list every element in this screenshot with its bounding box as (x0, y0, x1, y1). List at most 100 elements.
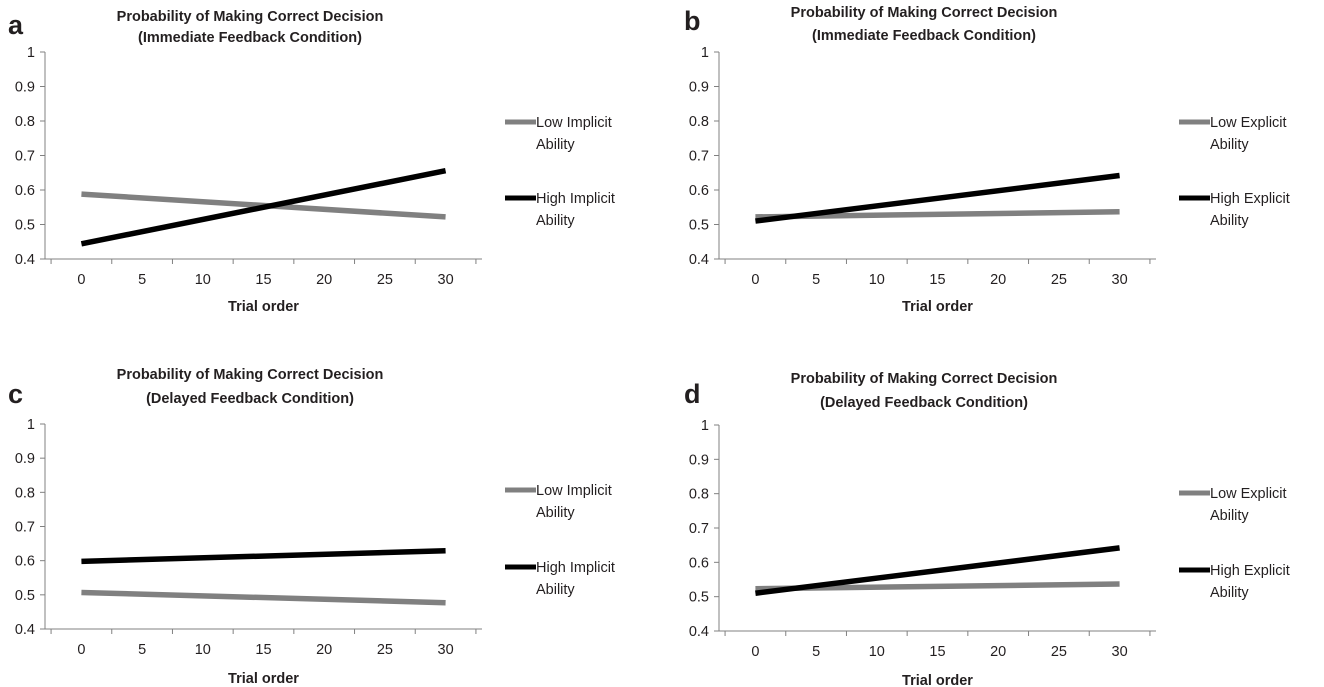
x-axis-label: Trial order (228, 671, 299, 687)
chart-title-line: Probability of Making Correct Decision (117, 9, 384, 25)
y-tick-label: 0.7 (15, 149, 35, 165)
y-tick-label: 0.9 (15, 451, 35, 467)
x-axis-label: Trial order (902, 299, 973, 315)
chart-title-line: (Delayed Feedback Condition) (146, 391, 354, 407)
x-tick-label: 10 (869, 644, 885, 660)
panel-letter: c (8, 379, 23, 409)
legend-label: High Explicit (1210, 191, 1290, 207)
y-tick-label: 0.5 (689, 218, 709, 234)
legend-label: Ability (536, 213, 575, 229)
chart-svg-d: d Probability of Making Correct Decision (… (684, 371, 1290, 687)
legend-label: Ability (1210, 508, 1249, 524)
y-tick-label: 0.4 (15, 622, 35, 638)
x-tick-label: 30 (1112, 272, 1128, 288)
y-tick-label: 1 (27, 417, 35, 433)
chart-panel-c: c Probability of Making Correct Decision (… (0, 344, 662, 687)
y-tick-label: 0.7 (15, 520, 35, 536)
x-tick-label: 30 (438, 642, 454, 658)
chart-panel-a: a Probability of Making Correct Decision (… (0, 0, 662, 344)
y-tick-label: 0.8 (15, 485, 35, 501)
chart-panel-d: d Probability of Making Correct Decision (… (674, 344, 1324, 687)
x-tick-label: 15 (929, 272, 945, 288)
x-tick-label: 0 (751, 644, 759, 660)
y-tick-label: 0.7 (689, 149, 709, 165)
x-tick-label: 20 (990, 644, 1006, 660)
legend-label: Ability (536, 137, 575, 153)
y-tick-label: 0.4 (15, 252, 35, 268)
legend-label: Low Explicit (1210, 115, 1287, 131)
chart-title-line: Probability of Making Correct Decision (791, 371, 1058, 387)
x-tick-label: 15 (255, 642, 271, 658)
y-tick-label: 0.5 (15, 588, 35, 604)
y-tick-label: 0.8 (15, 114, 35, 130)
x-tick-label: 30 (438, 272, 454, 288)
x-tick-label: 25 (1051, 272, 1067, 288)
x-tick-label: 25 (377, 642, 393, 658)
x-tick-label: 20 (316, 642, 332, 658)
y-tick-label: 0.8 (689, 114, 709, 130)
chart-svg-b: b Probability of Making Correct Decision (… (684, 5, 1290, 315)
x-tick-label: 5 (138, 272, 146, 288)
x-tick-label: 15 (255, 272, 271, 288)
series-line (755, 172, 1120, 224)
chart-title-line: Probability of Making Correct Decision (791, 5, 1058, 21)
y-tick-label: 1 (701, 418, 709, 434)
x-tick-label: 5 (138, 642, 146, 658)
x-tick-label: 20 (990, 272, 1006, 288)
x-tick-label: 5 (812, 644, 820, 660)
series-line (80, 167, 447, 247)
chart-panel-b: b Probability of Making Correct Decision (… (674, 0, 1324, 344)
y-tick-label: 0.9 (689, 80, 709, 96)
legend-label: Ability (1210, 585, 1249, 601)
x-tick-label: 20 (316, 272, 332, 288)
y-tick-label: 1 (27, 45, 35, 61)
series-line (81, 548, 446, 565)
y-tick-label: 0.5 (689, 590, 709, 606)
y-tick-label: 0.6 (689, 183, 709, 199)
panel-letter: a (8, 10, 24, 40)
chart-title-line: (Immediate Feedback Condition) (138, 30, 362, 46)
y-tick-label: 0.6 (15, 554, 35, 570)
x-tick-label: 10 (869, 272, 885, 288)
x-tick-label: 10 (195, 272, 211, 288)
chart-title-line: (Delayed Feedback Condition) (820, 395, 1028, 411)
x-axis-label: Trial order (228, 299, 299, 315)
y-tick-label: 0.6 (15, 183, 35, 199)
legend-label: Low Implicit (536, 483, 612, 499)
y-tick-label: 0.5 (15, 218, 35, 234)
x-tick-label: 10 (195, 642, 211, 658)
y-tick-label: 0.7 (689, 521, 709, 537)
legend-label: Ability (1210, 213, 1249, 229)
y-tick-label: 0.4 (689, 624, 709, 640)
panel-letter: d (684, 379, 701, 409)
x-tick-label: 5 (812, 272, 820, 288)
legend-label: High Explicit (1210, 563, 1290, 579)
y-tick-label: 0.6 (689, 555, 709, 571)
y-tick-label: 0.9 (689, 452, 709, 468)
chart-title-line: Probability of Making Correct Decision (117, 367, 384, 383)
x-tick-label: 0 (751, 272, 759, 288)
legend-label: Low Explicit (1210, 486, 1287, 502)
chart-svg-a: a Probability of Making Correct Decision (… (8, 9, 615, 315)
x-tick-label: 25 (377, 272, 393, 288)
x-tick-label: 30 (1112, 644, 1128, 660)
y-tick-label: 1 (701, 45, 709, 61)
x-tick-label: 0 (77, 272, 85, 288)
chart-svg-c: c Probability of Making Correct Decision (… (8, 367, 615, 687)
x-tick-label: 15 (929, 644, 945, 660)
legend-label: Low Implicit (536, 115, 612, 131)
legend-label: High Implicit (536, 191, 615, 207)
x-tick-label: 25 (1051, 644, 1067, 660)
y-tick-label: 0.4 (689, 252, 709, 268)
x-tick-label: 0 (77, 642, 85, 658)
legend-label: Ability (536, 582, 575, 598)
x-axis-label: Trial order (902, 673, 973, 687)
legend-label: High Implicit (536, 560, 615, 576)
chart-title-line: (Immediate Feedback Condition) (812, 28, 1036, 44)
panel-letter: b (684, 6, 701, 36)
series-line (755, 545, 1120, 596)
legend-label: Ability (1210, 137, 1249, 153)
legend-label: Ability (536, 505, 575, 521)
y-tick-label: 0.9 (15, 80, 35, 96)
y-tick-label: 0.8 (689, 487, 709, 503)
